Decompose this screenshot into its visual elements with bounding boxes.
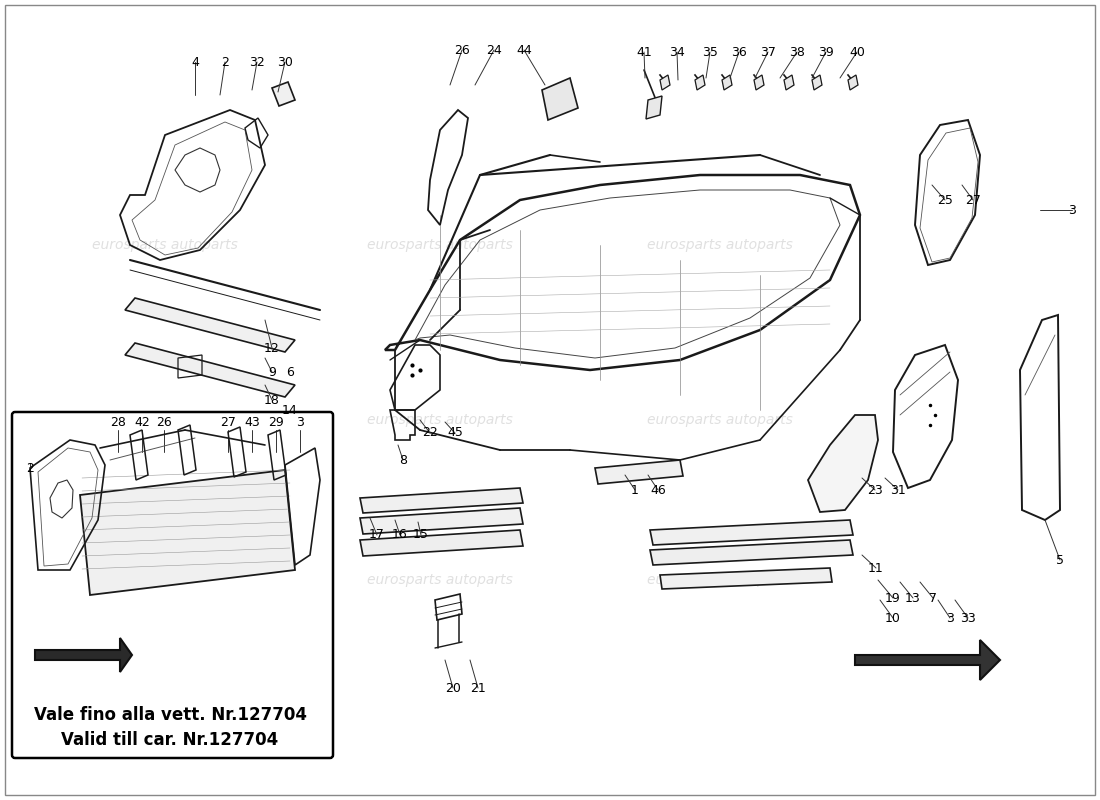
- Text: eurosparts autoparts: eurosparts autoparts: [92, 238, 238, 252]
- Text: 36: 36: [732, 46, 747, 58]
- Text: 18: 18: [264, 394, 279, 406]
- Polygon shape: [80, 470, 295, 595]
- Polygon shape: [650, 540, 853, 565]
- Text: eurosparts autoparts: eurosparts autoparts: [92, 573, 238, 587]
- Text: 33: 33: [960, 611, 976, 625]
- Text: 9: 9: [268, 366, 276, 378]
- Text: 11: 11: [868, 562, 884, 574]
- Text: Valid till car. Nr.127704: Valid till car. Nr.127704: [62, 731, 278, 749]
- Polygon shape: [542, 78, 578, 120]
- Text: 40: 40: [849, 46, 865, 58]
- Text: eurosparts autoparts: eurosparts autoparts: [92, 413, 238, 427]
- Text: 17: 17: [370, 529, 385, 542]
- Polygon shape: [125, 343, 295, 397]
- Text: 16: 16: [392, 529, 408, 542]
- Polygon shape: [855, 640, 1000, 680]
- Text: 35: 35: [702, 46, 718, 58]
- Polygon shape: [650, 520, 853, 545]
- Text: 8: 8: [399, 454, 407, 466]
- Text: 3: 3: [1068, 203, 1076, 217]
- Text: 2: 2: [221, 55, 229, 69]
- Polygon shape: [660, 568, 832, 589]
- Polygon shape: [646, 96, 662, 119]
- Polygon shape: [812, 75, 822, 90]
- Text: 19: 19: [886, 591, 901, 605]
- Text: 1: 1: [631, 483, 639, 497]
- Text: 45: 45: [447, 426, 463, 439]
- FancyBboxPatch shape: [12, 412, 333, 758]
- Text: 4: 4: [191, 55, 199, 69]
- Text: 28: 28: [110, 415, 125, 429]
- Text: eurosparts autoparts: eurosparts autoparts: [367, 413, 513, 427]
- Text: 41: 41: [636, 46, 652, 58]
- Text: eurosparts autoparts: eurosparts autoparts: [647, 573, 793, 587]
- Text: 24: 24: [486, 43, 502, 57]
- Polygon shape: [35, 638, 132, 672]
- Text: 13: 13: [905, 591, 921, 605]
- Text: 29: 29: [268, 415, 284, 429]
- Text: eurosparts autoparts: eurosparts autoparts: [367, 573, 513, 587]
- Text: 20: 20: [446, 682, 461, 694]
- Polygon shape: [595, 460, 683, 484]
- Polygon shape: [695, 75, 705, 90]
- Text: eurosparts autoparts: eurosparts autoparts: [367, 238, 513, 252]
- Text: 23: 23: [867, 483, 883, 497]
- Text: 39: 39: [818, 46, 834, 58]
- Text: 38: 38: [789, 46, 805, 58]
- Text: eurosparts autoparts: eurosparts autoparts: [647, 238, 793, 252]
- Polygon shape: [808, 415, 878, 512]
- Polygon shape: [360, 508, 522, 534]
- Text: Vale fino alla vett. Nr.127704: Vale fino alla vett. Nr.127704: [33, 706, 307, 724]
- Text: 44: 44: [516, 43, 532, 57]
- Polygon shape: [754, 75, 764, 90]
- Text: 25: 25: [937, 194, 953, 206]
- Polygon shape: [848, 75, 858, 90]
- Text: 7: 7: [930, 591, 937, 605]
- Text: 34: 34: [669, 46, 685, 58]
- Polygon shape: [722, 75, 732, 90]
- Text: 6: 6: [286, 366, 294, 378]
- Text: 2: 2: [26, 462, 34, 474]
- Text: 3: 3: [946, 611, 954, 625]
- Text: 27: 27: [220, 415, 235, 429]
- Text: 12: 12: [264, 342, 279, 354]
- Text: 5: 5: [1056, 554, 1064, 566]
- Polygon shape: [660, 75, 670, 90]
- Polygon shape: [360, 488, 522, 513]
- Text: 21: 21: [470, 682, 486, 694]
- Text: 27: 27: [965, 194, 981, 206]
- Text: 31: 31: [890, 483, 906, 497]
- Text: 37: 37: [760, 46, 775, 58]
- Text: 46: 46: [650, 483, 666, 497]
- Text: 42: 42: [134, 415, 150, 429]
- Polygon shape: [125, 298, 295, 352]
- Text: eurosparts autoparts: eurosparts autoparts: [647, 413, 793, 427]
- Text: 32: 32: [249, 55, 265, 69]
- Text: 3: 3: [296, 415, 304, 429]
- Text: 43: 43: [244, 415, 260, 429]
- Text: 10: 10: [886, 611, 901, 625]
- Text: 30: 30: [277, 55, 293, 69]
- Polygon shape: [784, 75, 794, 90]
- Text: 15: 15: [414, 529, 429, 542]
- Polygon shape: [360, 530, 522, 556]
- Text: 26: 26: [156, 415, 172, 429]
- Text: 26: 26: [454, 43, 470, 57]
- Text: 22: 22: [422, 426, 438, 439]
- Text: 14: 14: [282, 403, 298, 417]
- Polygon shape: [272, 82, 295, 106]
